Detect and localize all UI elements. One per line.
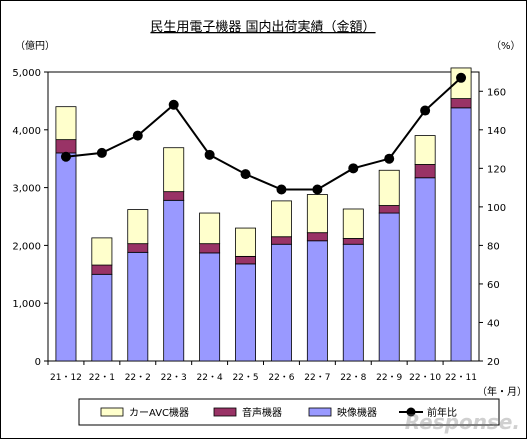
bar-segment bbox=[91, 273, 113, 362]
bar-segment bbox=[163, 199, 185, 362]
legend-point bbox=[406, 407, 416, 417]
y-right-tick-label: 100 bbox=[487, 203, 506, 214]
legend-label: 映像機器 bbox=[337, 406, 377, 419]
bar-segment bbox=[271, 243, 292, 362]
x-tick-label: 21・12 bbox=[50, 373, 82, 383]
legend-swatch bbox=[213, 407, 237, 417]
ratio-point bbox=[456, 72, 467, 83]
ratio-point bbox=[132, 130, 143, 141]
watermark: Response. bbox=[404, 410, 520, 434]
chart-title: 民生用電子機器 国内出荷実績（金額） bbox=[150, 19, 375, 35]
ratio-point bbox=[384, 153, 395, 164]
bar-segment bbox=[342, 243, 364, 362]
legend-label: カーAVC機器 bbox=[129, 406, 189, 419]
x-tick-label: 22・11 bbox=[445, 373, 477, 383]
y-left-tick-label: 5,000 bbox=[12, 68, 41, 79]
x-tick-label: 22・10 bbox=[409, 373, 441, 383]
bar-segment bbox=[127, 251, 149, 362]
bar-segment bbox=[55, 152, 77, 362]
bar-segment bbox=[306, 194, 328, 234]
y-right-tick-label: 20 bbox=[487, 357, 500, 368]
x-tick-label: 22・8 bbox=[340, 373, 366, 383]
bar-segment bbox=[55, 139, 77, 154]
ratio-point bbox=[240, 169, 251, 180]
legend-label: 前年比 bbox=[427, 406, 457, 419]
x-unit: （年・月） bbox=[477, 385, 526, 398]
bar-segment bbox=[414, 164, 436, 179]
bar-segment bbox=[199, 243, 221, 254]
bar-segment bbox=[235, 263, 256, 362]
x-tick-label: 22・2 bbox=[125, 373, 151, 383]
bar-segment bbox=[306, 240, 328, 362]
y-right-tick-label: 80 bbox=[487, 241, 500, 252]
bar-segment bbox=[414, 135, 436, 165]
x-tick-label: 22・1 bbox=[89, 373, 115, 383]
bar-segment bbox=[306, 232, 328, 242]
ratio-point bbox=[168, 99, 179, 110]
x-tick-label: 22・7 bbox=[304, 373, 330, 383]
y-left-tick-label: 3,000 bbox=[12, 184, 41, 195]
bar-segment bbox=[235, 255, 256, 265]
bar-segment bbox=[127, 209, 149, 245]
y-right-tick-label: 140 bbox=[487, 126, 506, 137]
bar-segment bbox=[127, 243, 149, 253]
bar-segment bbox=[199, 212, 221, 245]
y-left-tick-label: 4,000 bbox=[12, 126, 41, 137]
bar-segment bbox=[199, 252, 221, 362]
y-right-unit: （%） bbox=[491, 40, 521, 52]
bar-segment bbox=[271, 200, 292, 238]
legend-label: 音声機器 bbox=[242, 406, 282, 419]
y-right-tick-label: 40 bbox=[487, 318, 500, 329]
bar-segment bbox=[91, 237, 113, 266]
bar-segment bbox=[163, 147, 185, 193]
bar-segment bbox=[91, 264, 113, 275]
ratio-point bbox=[60, 151, 71, 162]
y-left-tick-label: 2,000 bbox=[12, 241, 41, 252]
x-tick-label: 22・5 bbox=[232, 373, 258, 383]
ratio-point bbox=[312, 184, 323, 195]
ratio-point bbox=[348, 163, 359, 174]
ratio-point bbox=[96, 147, 107, 158]
y-left-tick-label: 0 bbox=[35, 357, 41, 368]
y-right-tick-label: 120 bbox=[487, 164, 506, 175]
bar-segment bbox=[235, 227, 256, 257]
y-left-unit: （億円） bbox=[15, 39, 55, 52]
bar-segment bbox=[271, 236, 292, 245]
y-right-tick-label: 60 bbox=[487, 280, 500, 291]
bar-segment bbox=[450, 98, 472, 109]
bar-segment bbox=[55, 106, 77, 141]
legend-box bbox=[78, 398, 500, 426]
ratio-point bbox=[420, 105, 431, 116]
y-left-tick-label: 1,000 bbox=[12, 299, 41, 310]
bar-segment bbox=[342, 208, 364, 239]
bar-segment bbox=[450, 67, 472, 99]
ratio-point bbox=[204, 149, 215, 160]
bar-segment bbox=[342, 238, 364, 245]
ratio-point bbox=[276, 184, 287, 195]
ratio-line bbox=[65, 77, 462, 191]
bar-segment bbox=[378, 212, 400, 362]
x-tick-label: 22・3 bbox=[161, 373, 187, 383]
y-right-tick-label: 160 bbox=[487, 87, 506, 98]
bar-segment bbox=[450, 107, 472, 362]
bar-segment bbox=[163, 191, 185, 201]
legend-swatch bbox=[308, 407, 332, 417]
legend-swatch bbox=[100, 407, 124, 417]
x-tick-label: 22・4 bbox=[197, 373, 223, 383]
x-tick-label: 22・9 bbox=[376, 373, 402, 383]
x-tick-label: 22・6 bbox=[268, 373, 294, 383]
plot-area bbox=[47, 71, 480, 362]
bar-segment bbox=[378, 169, 400, 206]
bar-segment bbox=[378, 205, 400, 214]
bar-segment bbox=[414, 177, 436, 362]
